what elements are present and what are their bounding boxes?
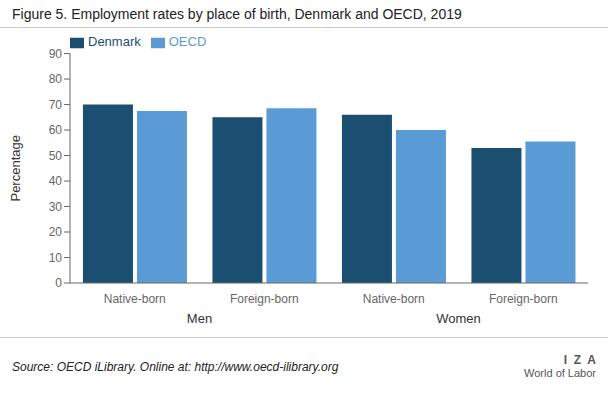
svg-text:Native-born: Native-born (104, 292, 166, 306)
svg-text:Native-born: Native-born (363, 292, 425, 306)
svg-text:Foreign-born: Foreign-born (230, 292, 299, 306)
svg-text:Foreign-born: Foreign-born (489, 292, 558, 306)
svg-text:Percentage: Percentage (8, 135, 23, 202)
html-text:Figure 5. Employment rates by: Figure 5. Employment rates by place of b… (12, 6, 462, 22)
svg-text:Women: Women (436, 311, 481, 326)
svg-text:90: 90 (49, 47, 63, 61)
svg-text:Men: Men (187, 311, 212, 326)
svg-text:30: 30 (49, 200, 63, 214)
svg-text:40: 40 (49, 174, 63, 188)
html-text:OECD: OECD (168, 34, 207, 49)
svg-text:60: 60 (49, 123, 63, 137)
html-text:Denmark: Denmark (88, 34, 141, 49)
svg-text:10: 10 (49, 251, 63, 265)
html-text:I Z A: I Z A (563, 352, 596, 367)
svg-text:20: 20 (49, 225, 63, 239)
svg-text:70: 70 (49, 98, 63, 112)
html-text:Source: OECD iLibrary. Online: Source: OECD iLibrary. Online at: http:/… (12, 359, 339, 374)
html-text:World of Labor: World of Labor (524, 367, 596, 380)
svg-text:50: 50 (49, 149, 63, 163)
svg-text:0: 0 (55, 276, 62, 290)
svg-text:80: 80 (49, 72, 63, 86)
